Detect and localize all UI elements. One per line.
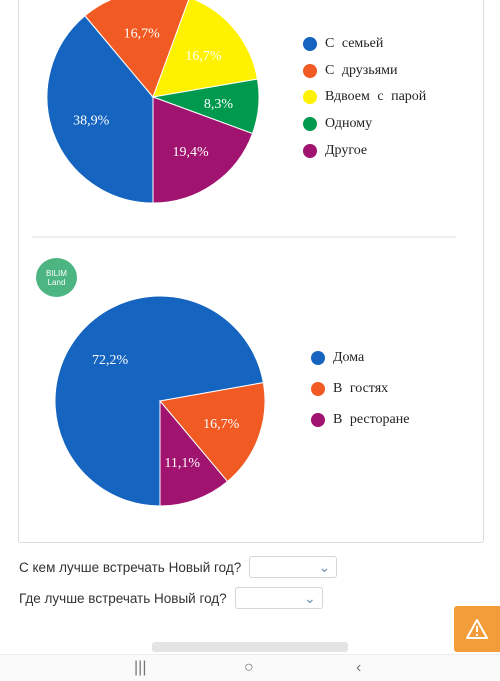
chart-1-legend-swatch [303,37,317,52]
chart-2-legend-swatch [311,412,325,427]
chart-1-legend-label: С семьей [325,36,384,52]
chevron-down-icon: ⌄ [303,590,316,606]
question-row-2: Где лучше встречать Новый год? ⌄ [19,587,323,609]
chart-2-legend-item: В ресторане [311,404,409,435]
chart-2-legend-swatch [311,381,325,396]
chart-2-slice-2 [159,382,266,483]
chart-1-legend-label: С друзьями [325,62,398,78]
answer-select-1[interactable]: ⌄ [249,556,338,578]
logo-line-2: Land [47,278,66,287]
chart-1-legend-label: Одному [325,116,373,132]
chart-2-slice-3 [159,399,229,507]
system-navigation-bar: ||| ○ ‹ [0,654,500,681]
chart-1-legend-swatch [303,143,317,158]
chart-1-legend-item: Вдвоем с парой [303,84,426,111]
legend-chart-2: Дома В гостях В ресторане [311,342,409,435]
question-2-text: Где лучше встречать Новый год? [19,590,227,606]
report-problem-button[interactable] [454,606,500,652]
question-row-1: С кем лучше встречать Новый год? ⌄ [19,556,338,578]
chart-1-data-label-1: 38,9% [73,113,110,128]
chart-2-data-label-1: 72,2% [92,353,129,368]
chart-2-data-label-2: 16,7% [203,417,240,432]
chart-1-slice-5 [152,96,254,204]
warning-icon [466,619,488,639]
chart-1-legend-swatch [303,117,317,132]
chart-2-legend-item: Дома [311,342,409,373]
back-button[interactable]: ‹ [356,659,362,676]
chart-1-data-label-5: 19,4% [173,145,210,160]
chart-1-legend-item: С семьей [303,31,426,58]
logo-line-1: BILIM [46,269,67,278]
chart-1-data-label-2: 16,7% [124,26,161,41]
chart-1-slice-1 [46,15,154,204]
chart-1-slice-3 [152,0,259,98]
chart-1-legend-item: С друзьями [303,58,426,85]
chart-2-data-label-3: 11,1% [164,456,200,471]
chart-2-slice-1 [54,295,264,507]
chart-2-legend-label: В ресторане [333,411,410,427]
chart-2-legend-label: В гостях [333,380,389,396]
bottom-sheet-handle[interactable] [152,642,348,652]
home-button[interactable]: ○ [244,659,254,676]
question-1-text: С кем лучше встречать Новый год? [19,559,242,575]
chart-1-slice-2 [84,0,190,98]
bilimland-logo: BILIM Land [36,258,77,297]
legend-chart-1: С семьей С друзьями Вдвоем с парой Одному Др… [303,31,426,164]
chart-1-data-label-3: 16,7% [185,49,222,64]
chart-1-legend-label: Другое [325,142,368,158]
recent-apps-button[interactable]: ||| [134,659,147,676]
chart-2-legend-item: В гостях [311,373,409,404]
chart-1-legend-item: Другое [303,137,426,164]
chart-1-legend-item: Одному [303,111,426,138]
chart-1-data-label-4: 8,3% [204,97,234,112]
chart-2-legend-label: Дома [333,349,365,365]
chart-1-legend-label: Вдвоем с парой [325,89,427,105]
chart-2-legend-swatch [311,350,325,365]
divider [32,236,456,238]
answer-select-2[interactable]: ⌄ [234,587,323,609]
chart-1-legend-swatch [303,90,317,105]
chevron-down-icon: ⌄ [318,559,331,575]
chart-1-legend-swatch [303,63,317,78]
